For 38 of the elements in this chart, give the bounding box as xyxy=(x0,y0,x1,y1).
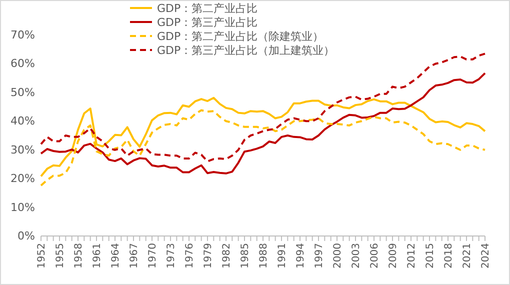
legend-label: GDP：第三产业占比 xyxy=(157,16,258,29)
x-tick-label: 2015 xyxy=(425,243,436,268)
x-tick-label: 1952 xyxy=(36,243,48,268)
x-tick-label: 2006 xyxy=(370,243,380,268)
y-tick-label: 70% xyxy=(10,28,35,42)
x-tick-label: 1976 xyxy=(184,243,196,268)
y-tick-label: 20% xyxy=(10,172,35,186)
legend-label: GDP：第二产业占比（除建筑业） xyxy=(157,30,324,43)
x-tick-label: 1955 xyxy=(55,243,66,268)
y-tick-label: 40% xyxy=(10,114,35,128)
y-tick-label: 50% xyxy=(10,86,35,99)
x-tick-label: 1964 xyxy=(110,243,122,268)
x-tick-label: 1994 xyxy=(296,243,306,268)
y-tick-label: 30% xyxy=(10,143,35,156)
x-tick-label: 1967 xyxy=(129,243,140,268)
x-tick-label: 1970 xyxy=(148,243,158,268)
x-tick-label: 2018 xyxy=(444,243,454,268)
x-tick-label: 1979 xyxy=(203,243,214,268)
y-tick-label: 10% xyxy=(10,200,35,214)
y-tick-label: 60% xyxy=(10,57,35,70)
x-tick-label: 2024 xyxy=(480,243,492,268)
line-series xyxy=(40,72,486,174)
x-tick-label: 1985 xyxy=(240,243,251,268)
x-tick-label: 2003 xyxy=(351,243,362,268)
y-tick-label: 0% xyxy=(18,230,35,243)
x-tick-label: 1991 xyxy=(277,243,288,268)
x-tick-label: 2009 xyxy=(388,243,399,268)
x-tick-label: 1982 xyxy=(222,243,232,268)
x-tick-label: 1988 xyxy=(258,243,270,268)
x-tick-label: 1961 xyxy=(92,243,103,268)
x-tick-label: 2021 xyxy=(462,243,473,268)
legend-label: GDP：第二产业占比 xyxy=(157,2,258,15)
x-tick-label: 1973 xyxy=(166,243,177,268)
x-tick-label: 2000 xyxy=(332,243,344,268)
x-tick-label: 1958 xyxy=(74,243,84,268)
x-tick-label: 2012 xyxy=(406,243,418,268)
legend-label: GDP：第三产业占比（加上建筑业） xyxy=(157,44,335,57)
x-tick-label: 1997 xyxy=(314,243,325,268)
